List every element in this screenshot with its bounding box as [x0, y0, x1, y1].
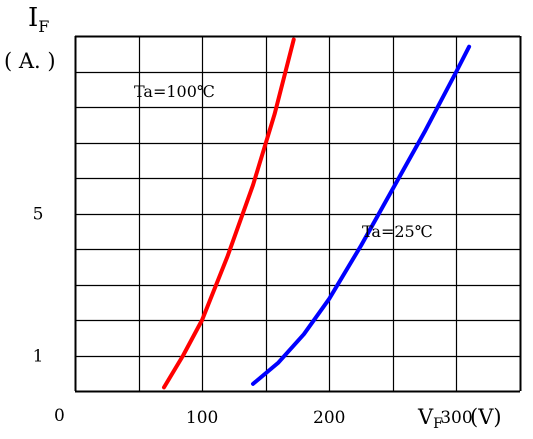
- y-axis-subscript: F: [38, 17, 49, 36]
- x-axis-unit: (V): [470, 405, 502, 429]
- x-tick-label: 100: [186, 408, 218, 428]
- y-axis-symbol: IF: [28, 3, 49, 36]
- series-label-ta25: Ta=25℃: [362, 222, 433, 241]
- origin-label: 0: [54, 406, 65, 426]
- x-tick-label: 200: [313, 408, 345, 428]
- tick-labels: 100 200 300 1 5: [33, 205, 473, 429]
- y-tick-label: 5: [33, 205, 44, 225]
- series-lines: [162, 37, 472, 390]
- x-axis-symbol: VF: [417, 405, 443, 432]
- series-line-1: [251, 44, 472, 386]
- x-tick-label: 300: [440, 408, 472, 428]
- series-line-0: [162, 37, 296, 390]
- y-axis-unit: ( A. ): [4, 49, 56, 73]
- series-label-ta100: Ta=100℃: [134, 82, 215, 101]
- grid: [74, 35, 522, 393]
- x-axis-subscript: F: [433, 416, 443, 432]
- y-tick-label: 1: [33, 347, 44, 367]
